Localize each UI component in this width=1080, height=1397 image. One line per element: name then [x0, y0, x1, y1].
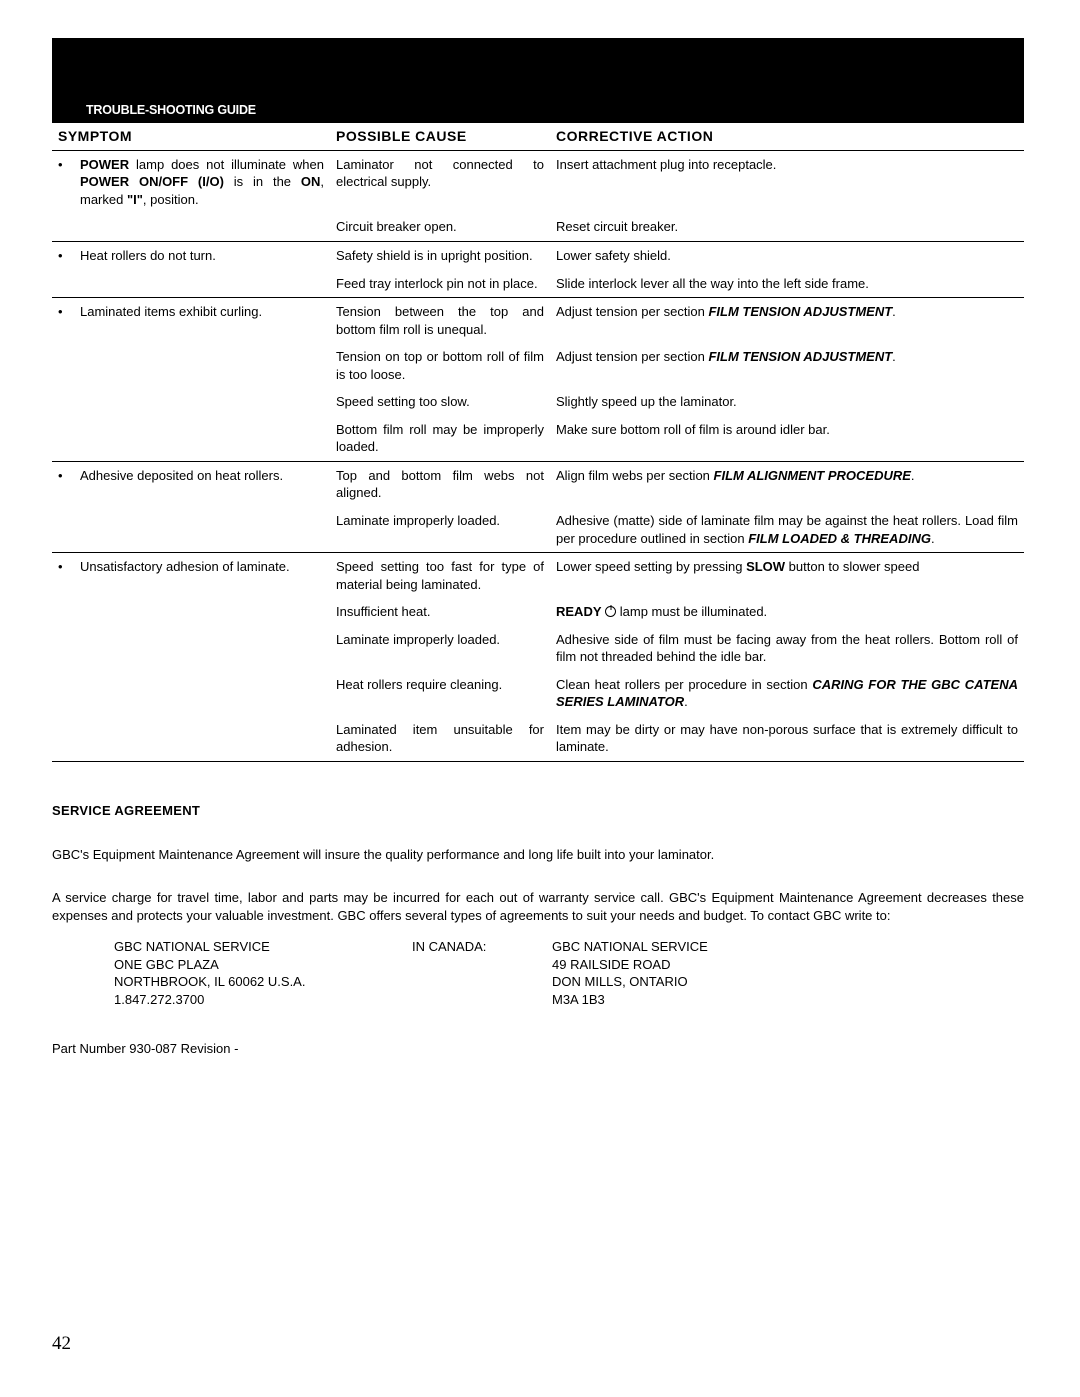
corrective-cell: Lower safety shield. — [550, 241, 1024, 269]
table-header-row: SYMPTOM POSSIBLE CAUSE CORRECTIVE ACTION — [52, 123, 1024, 150]
in-canada-label: IN CANADA: — [412, 938, 552, 1008]
service-agreement-heading: SERVICE AGREEMENT — [52, 802, 1024, 820]
table-row: • Laminated items exhibit curling. Tensi… — [52, 298, 1024, 344]
address-line: NORTHBROOK, IL 60062 U.S.A. — [114, 973, 412, 991]
table-row: Laminate improperly loaded. Adhesive sid… — [52, 626, 1024, 671]
table-row: Feed tray interlock pin not in place. Sl… — [52, 270, 1024, 298]
table-row: • Heat rollers do not turn. Safety shiel… — [52, 241, 1024, 269]
table-row: Speed setting too slow. Slightly speed u… — [52, 388, 1024, 416]
address-canada: GBC NATIONAL SERVICE 49 RAILSIDE ROAD DO… — [552, 938, 708, 1008]
page-number: 42 — [52, 1331, 71, 1357]
cause-cell: Top and bottom film webs not aligned. — [330, 461, 550, 507]
corrective-cell: Align film webs per section FILM ALIGNME… — [550, 461, 1024, 507]
corrective-cell: Clean heat rollers per procedure in sect… — [550, 671, 1024, 716]
cause-cell: Tension between the top and bottom film … — [330, 298, 550, 344]
table-row: Laminate improperly loaded. Adhesive (ma… — [52, 507, 1024, 553]
bullet-icon: • — [52, 150, 74, 213]
symptom-cell: Adhesive deposited on heat rollers. — [74, 461, 330, 507]
symptom-cell: Heat rollers do not turn. — [74, 241, 330, 269]
corrective-cell: Insert attachment plug into receptacle. — [550, 150, 1024, 213]
troubleshooting-table: SYMPTOM POSSIBLE CAUSE CORRECTIVE ACTION… — [52, 123, 1024, 762]
address-line: 49 RAILSIDE ROAD — [552, 956, 708, 974]
symptom-cell: Unsatisfactory adhesion of laminate. — [74, 553, 330, 599]
corrective-cell: READY lamp must be illuminated. — [550, 598, 1024, 626]
corrective-cell: Lower speed setting by pressing SLOW but… — [550, 553, 1024, 599]
cause-cell: Circuit breaker open. — [330, 213, 550, 241]
addresses-block: GBC NATIONAL SERVICE ONE GBC PLAZA NORTH… — [52, 938, 1024, 1008]
cause-cell: Laminator not connected to electrical su… — [330, 150, 550, 213]
bullet-icon: • — [52, 241, 74, 269]
cause-cell: Safety shield is in upright position. — [330, 241, 550, 269]
cause-cell: Feed tray interlock pin not in place. — [330, 270, 550, 298]
cause-cell: Speed setting too slow. — [330, 388, 550, 416]
table-row: Circuit breaker open. Reset circuit brea… — [52, 213, 1024, 241]
corrective-cell: Item may be dirty or may have non-porous… — [550, 716, 1024, 762]
page-frame: TROUBLE-SHOOTING GUIDE SYMPTOM POSSIBLE … — [52, 38, 1024, 1338]
bullet-icon: • — [52, 461, 74, 507]
bullet-icon: • — [52, 298, 74, 344]
table-row: • POWER lamp does not illuminate when PO… — [52, 150, 1024, 213]
address-line: GBC NATIONAL SERVICE — [552, 938, 708, 956]
title-bar: TROUBLE-SHOOTING GUIDE — [52, 98, 1024, 123]
service-paragraph-1: GBC's Equipment Maintenance Agreement wi… — [52, 846, 1024, 864]
table-row: Insufficient heat. READY lamp must be il… — [52, 598, 1024, 626]
corrective-cell: Adhesive (matte) side of laminate film m… — [550, 507, 1024, 553]
th-corrective: CORRECTIVE ACTION — [550, 123, 1024, 150]
power-icon — [605, 606, 616, 617]
corrective-cell: Adjust tension per section FILM TENSION … — [550, 343, 1024, 388]
address-line: M3A 1B3 — [552, 991, 708, 1009]
table-row: Laminated item unsuitable for adhesion. … — [52, 716, 1024, 762]
part-number: Part Number 930-087 Revision - — [52, 1040, 1024, 1058]
symptom-cell: Laminated items exhibit curling. — [74, 298, 330, 344]
header-band — [52, 38, 1024, 98]
corrective-cell: Slightly speed up the laminator. — [550, 388, 1024, 416]
table-row: Bottom film roll may be improperly loade… — [52, 416, 1024, 462]
address-line: DON MILLS, ONTARIO — [552, 973, 708, 991]
address-line: ONE GBC PLAZA — [114, 956, 412, 974]
table-row: • Unsatisfactory adhesion of laminate. S… — [52, 553, 1024, 599]
address-line: 1.847.272.3700 — [114, 991, 412, 1009]
table-row: Heat rollers require cleaning. Clean hea… — [52, 671, 1024, 716]
cause-cell: Bottom film roll may be improperly loade… — [330, 416, 550, 462]
symptom-cell: POWER lamp does not illuminate when POWE… — [74, 150, 330, 213]
address-line: GBC NATIONAL SERVICE — [114, 938, 412, 956]
corrective-cell: Make sure bottom roll of film is around … — [550, 416, 1024, 462]
th-symptom: SYMPTOM — [52, 123, 330, 150]
cause-cell: Tension on top or bottom roll of film is… — [330, 343, 550, 388]
cause-cell: Laminated item unsuitable for adhesion. — [330, 716, 550, 762]
address-us: GBC NATIONAL SERVICE ONE GBC PLAZA NORTH… — [52, 938, 412, 1008]
service-paragraph-2: A service charge for travel time, labor … — [52, 889, 1024, 924]
bullet-icon: • — [52, 553, 74, 599]
corrective-cell: Adjust tension per section FILM TENSION … — [550, 298, 1024, 344]
table-row: Tension on top or bottom roll of film is… — [52, 343, 1024, 388]
th-cause: POSSIBLE CAUSE — [330, 123, 550, 150]
corrective-cell: Slide interlock lever all the way into t… — [550, 270, 1024, 298]
corrective-cell: Adhesive side of film must be facing awa… — [550, 626, 1024, 671]
cause-cell: Laminate improperly loaded. — [330, 507, 550, 553]
cause-cell: Heat rollers require cleaning. — [330, 671, 550, 716]
corrective-cell: Reset circuit breaker. — [550, 213, 1024, 241]
cause-cell: Insufficient heat. — [330, 598, 550, 626]
table-row: • Adhesive deposited on heat rollers. To… — [52, 461, 1024, 507]
cause-cell: Laminate improperly loaded. — [330, 626, 550, 671]
cause-cell: Speed setting too fast for type of mater… — [330, 553, 550, 599]
